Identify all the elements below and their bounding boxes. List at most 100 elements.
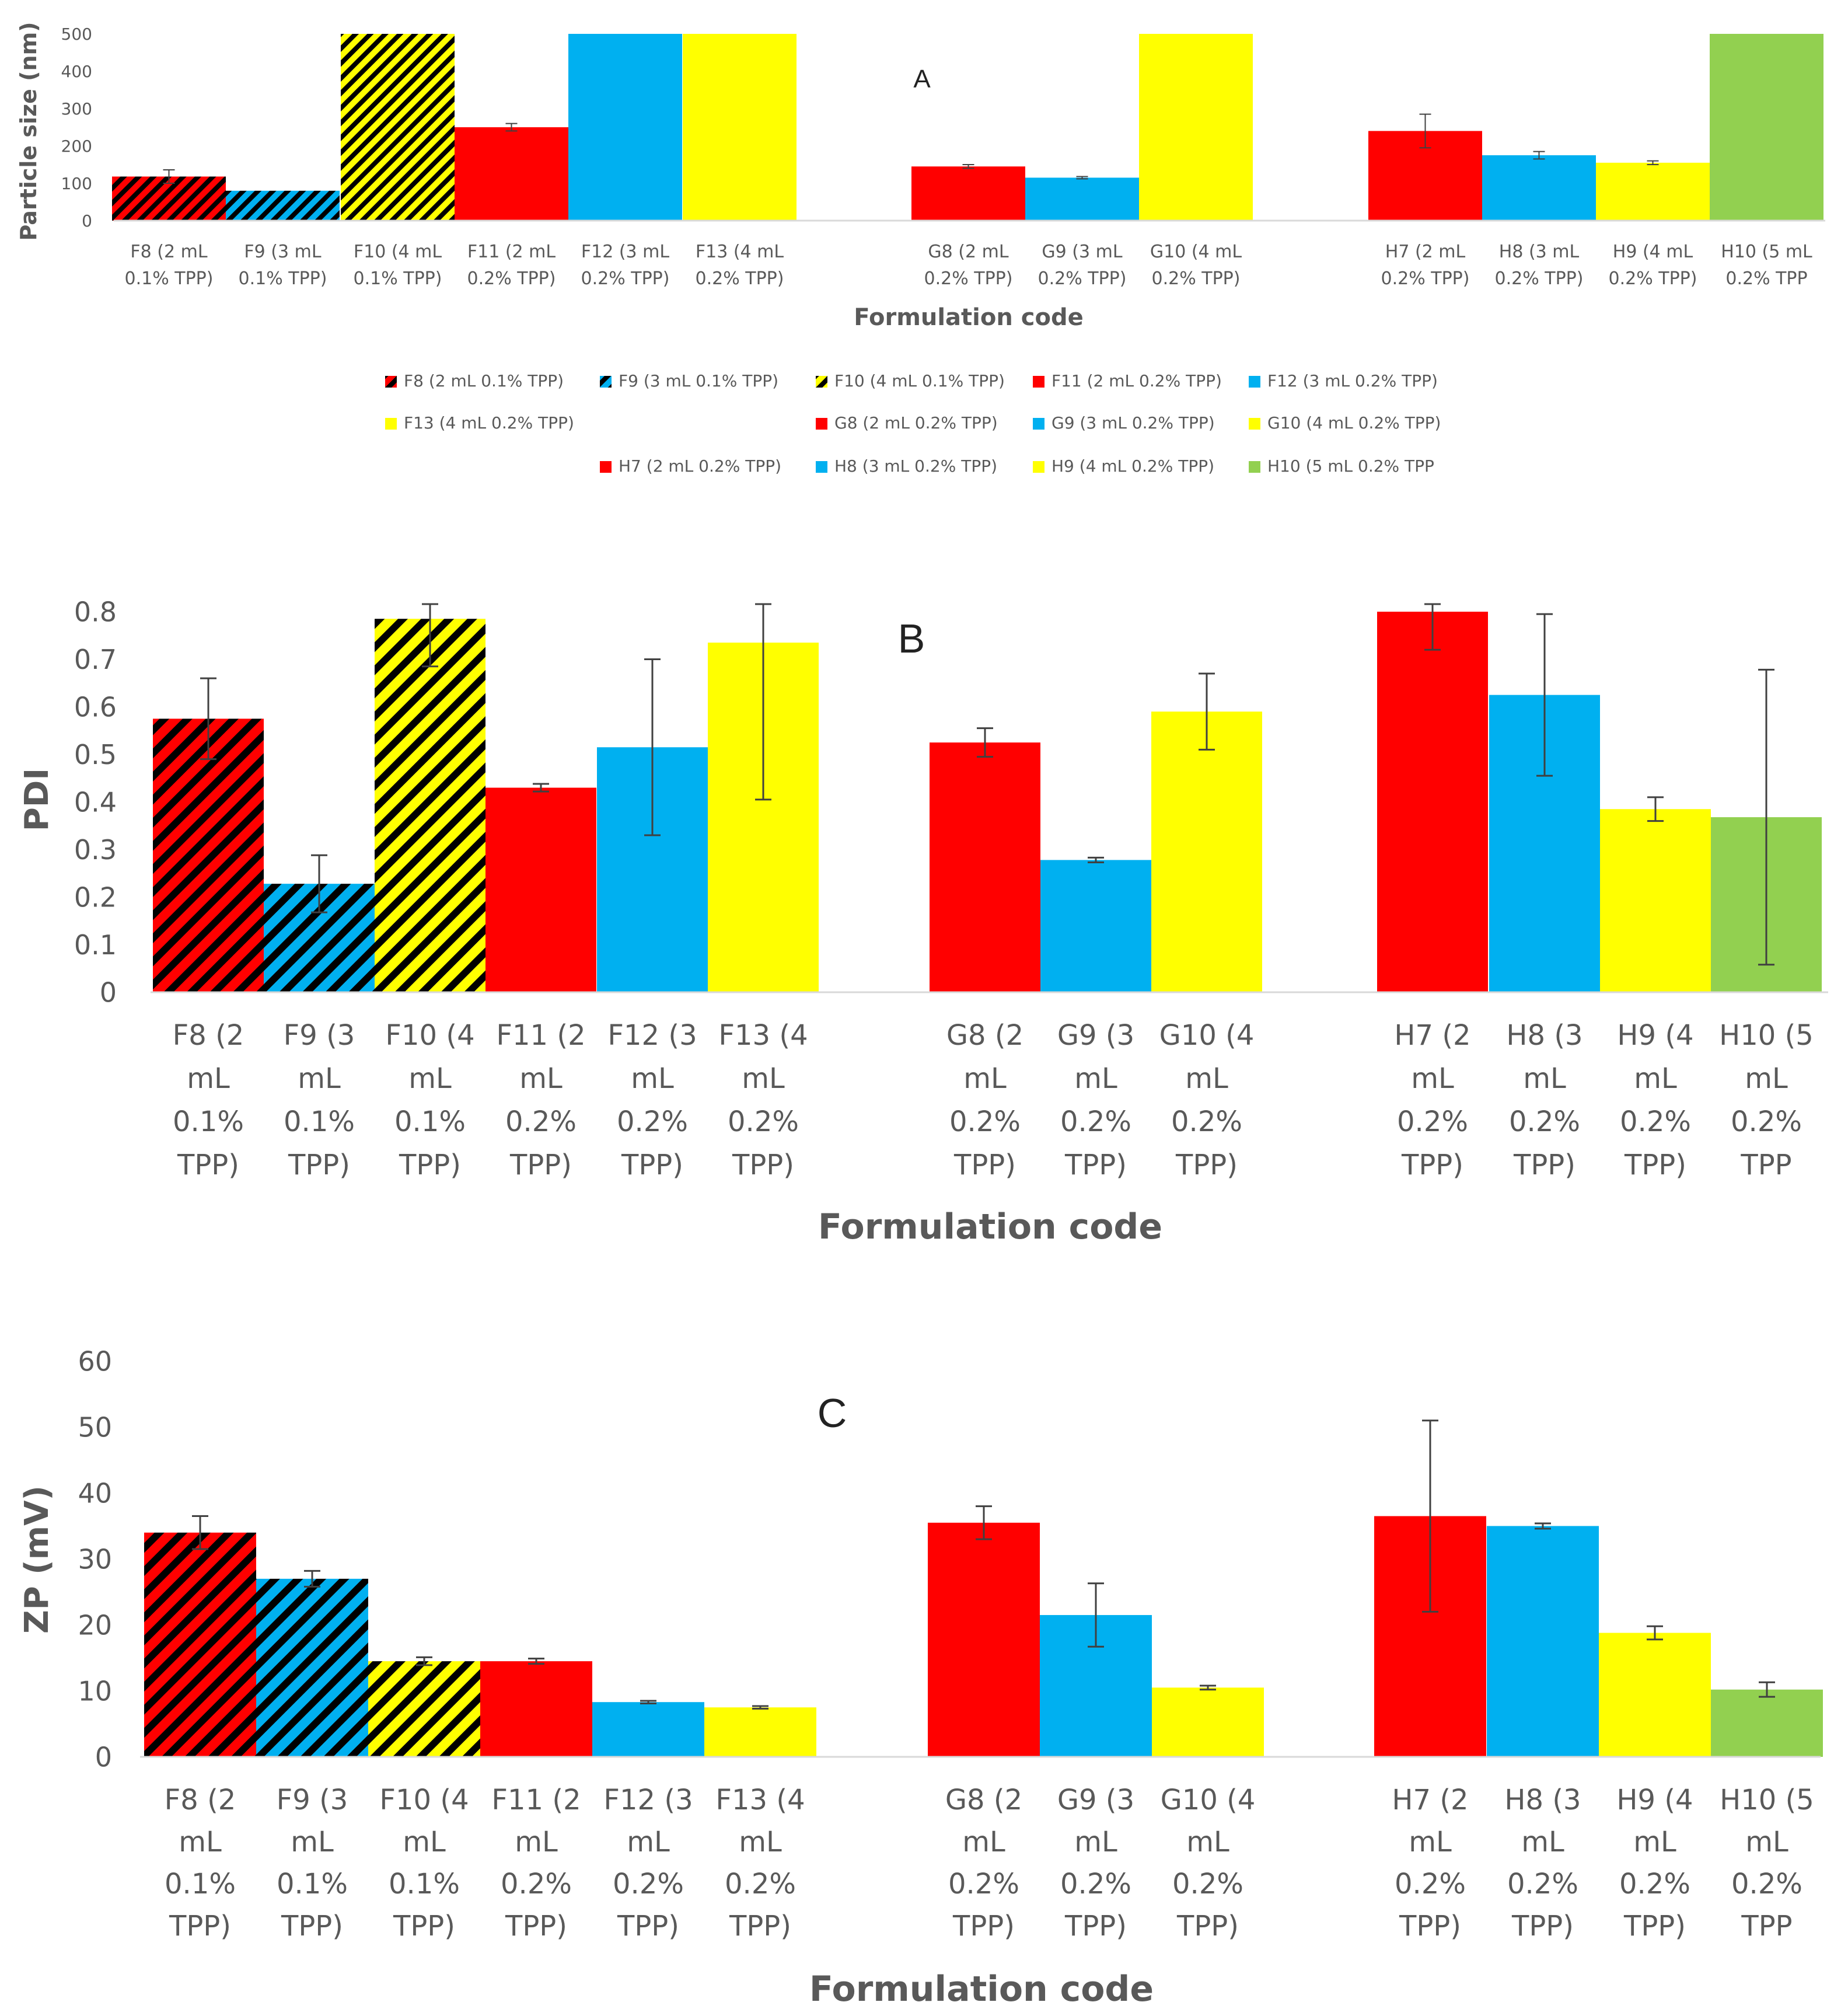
panel-c-y-tick-label: 30 xyxy=(78,1544,112,1575)
legend-swatch xyxy=(385,418,397,430)
legend-item: H7 (2 mL 0.2% TPP) xyxy=(600,456,781,476)
panel-a-x-tick-label: H10 (5 mL 0.2% TPP xyxy=(1721,242,1812,289)
panel-a-bar-f13 xyxy=(683,34,797,221)
panel-b-bar-f8 xyxy=(153,718,264,992)
panel-c-error-bar xyxy=(416,1656,432,1666)
legend-item: G8 (2 mL 0.2% TPP) xyxy=(816,413,998,433)
panel-a-x-tick-label: F8 (2 mL 0.1% TPP) xyxy=(125,242,214,289)
panel-b-error-bar xyxy=(311,854,327,913)
panel-b-bar-g9 xyxy=(1040,860,1151,992)
panel-c-x-tick-label: F9 (3 mL 0.1% TPP) xyxy=(277,1784,348,1942)
panel-b-x-tick-label: F9 (3 mL 0.1% TPP) xyxy=(284,1019,355,1181)
panel-b-error-bar xyxy=(1758,668,1774,966)
panel-b-x-tick-label: G9 (3 mL 0.2% TPP) xyxy=(1057,1019,1134,1181)
panel-c-bar-g10 xyxy=(1152,1687,1264,1757)
panel-c-y-tick-label: 50 xyxy=(78,1412,112,1443)
panel-c-bar-h8 xyxy=(1487,1526,1599,1757)
legend-label: F8 (2 mL 0.1% TPP) xyxy=(404,371,564,390)
panel-c-y-tick-label: 60 xyxy=(78,1346,112,1377)
panel-c-y-tick-label: 40 xyxy=(78,1478,112,1509)
panel-a-bar-g10 xyxy=(1139,34,1253,221)
panel-c-x-tick-label: H7 (2 mL 0.2% TPP) xyxy=(1392,1784,1468,1942)
legend-swatch xyxy=(385,376,397,388)
legend-item: F12 (3 mL 0.2% TPP) xyxy=(1249,371,1438,390)
panel-a-particle-size-chart: A Particle size (nm) Formulation code 0 1… xyxy=(16,22,1825,331)
panel-c-y-axis-title: ZP (mV) xyxy=(18,1485,56,1634)
legend-label: F13 (4 mL 0.2% TPP) xyxy=(404,413,574,433)
panel-c-x-tick-label: H10 (5 mL 0.2% TPP xyxy=(1720,1784,1814,1942)
legend-swatch xyxy=(816,376,827,388)
legend: F8 (2 mL 0.1% TPP) F9 (3 mL 0.1% TPP) F10 … xyxy=(385,371,1441,476)
legend-swatch xyxy=(1249,461,1260,473)
legend-label: H10 (5 mL 0.2% TPP xyxy=(1267,456,1434,476)
legend-label: H9 (4 mL 0.2% TPP) xyxy=(1051,456,1214,476)
panel-b-bar-f11 xyxy=(485,787,596,992)
panel-a-error-bar xyxy=(505,123,518,132)
panel-c-bar-f12 xyxy=(592,1702,704,1757)
panel-a-x-tick-label: G8 (2 mL 0.2% TPP) xyxy=(924,242,1013,289)
panel-b-x-tick-label: H7 (2 mL 0.2% TPP) xyxy=(1394,1019,1470,1181)
panel-a-y-tick-label: 300 xyxy=(61,99,92,118)
panel-c-x-axis-title: Formulation code xyxy=(809,1969,1154,2010)
panel-b-bar-g10 xyxy=(1151,711,1262,992)
panel-a-bar-h10 xyxy=(1710,34,1823,221)
panel-a-x-axis-title: Formulation code xyxy=(854,304,1083,331)
panel-a-x-tick-label: F10 (4 mL 0.1% TPP) xyxy=(354,242,442,289)
panel-a-bar-f8 xyxy=(112,176,226,221)
panel-b-x-tick-label: F10 (4 mL 0.1% TPP) xyxy=(385,1019,474,1181)
legend-label: H7 (2 mL 0.2% TPP) xyxy=(619,456,781,476)
legend-item: F9 (3 mL 0.1% TPP) xyxy=(600,371,778,390)
legend-swatch xyxy=(600,461,612,473)
legend-item: F11 (2 mL 0.2% TPP) xyxy=(1033,371,1222,390)
panel-a-error-bar xyxy=(163,169,175,184)
legend-swatch xyxy=(1249,376,1260,388)
legend-swatch xyxy=(1033,376,1044,388)
panel-a-x-tick-label: G9 (3 mL 0.2% TPP) xyxy=(1038,242,1127,289)
panel-a-x-tick-label: H9 (4 mL 0.2% TPP) xyxy=(1609,242,1697,289)
panel-a-y-tick-label: 500 xyxy=(61,25,92,44)
panel-c-bar-g8 xyxy=(928,1522,1040,1757)
panel-c-bar-f11 xyxy=(480,1661,592,1757)
panel-c-error-bar xyxy=(1422,1419,1438,1613)
panel-a-letter: A xyxy=(913,65,931,93)
panel-c-error-bar xyxy=(976,1505,992,1540)
panel-a-y-tick-label: 200 xyxy=(61,137,92,156)
panel-b-error-bar xyxy=(977,727,993,758)
panel-c-x-tick-label: G10 (4 mL 0.2% TPP) xyxy=(1161,1784,1256,1942)
panel-c-y-tick-label: 10 xyxy=(78,1676,112,1707)
panel-c-zeta-potential-chart: C ZP (mV) Formulation code 0 10 20 30 40 50 60… xyxy=(18,1346,1823,2010)
panel-b-error-bar xyxy=(1424,603,1441,651)
panel-b-x-tick-label: F12 (3 mL 0.2% TPP) xyxy=(607,1019,697,1181)
panel-b-x-tick-label: F13 (4 mL 0.2% TPP) xyxy=(718,1019,808,1181)
panel-b-x-axis-title: Formulation code xyxy=(818,1206,1162,1247)
panel-c-x-tick-label: F10 (4 mL 0.1% TPP) xyxy=(379,1784,469,1942)
panel-b-y-tick-label: 0.3 xyxy=(74,834,117,866)
panel-b-error-bar xyxy=(200,677,216,761)
legend-swatch xyxy=(816,461,827,473)
panel-c-x-tick-label: F8 (2 mL 0.1% TPP) xyxy=(165,1784,236,1942)
legend-item: H8 (3 mL 0.2% TPP) xyxy=(816,456,997,476)
panel-c-x-tick-label: F12 (3 mL 0.2% TPP) xyxy=(603,1784,693,1942)
panel-b-bar-g8 xyxy=(930,742,1040,992)
panel-b-error-bar xyxy=(422,603,438,668)
panel-c-x-tick-label: G8 (2 mL 0.2% TPP) xyxy=(945,1784,1022,1942)
panel-b-y-tick-label: 0.5 xyxy=(74,739,117,770)
panel-b-y-tick-label: 0.4 xyxy=(74,787,117,818)
legend-label: F12 (3 mL 0.2% TPP) xyxy=(1267,371,1438,390)
panel-b-error-bar xyxy=(533,783,549,793)
panel-a-x-tick-label: F12 (3 mL 0.2% TPP) xyxy=(581,242,670,289)
legend-item: H10 (5 mL 0.2% TPP xyxy=(1249,456,1434,476)
panel-b-letter: B xyxy=(898,616,925,661)
legend-swatch xyxy=(600,376,612,388)
panel-a-error-bar xyxy=(1647,160,1659,165)
panel-b-error-bar xyxy=(1647,796,1664,822)
panel-c-x-tick-label: F11 (2 mL 0.2% TPP) xyxy=(491,1784,581,1942)
panel-b-y-tick-label: 0.8 xyxy=(74,597,117,628)
panel-a-x-tick-label: H8 (3 mL 0.2% TPP) xyxy=(1495,242,1584,289)
panel-b-y-tick-label: 0.6 xyxy=(74,692,117,723)
panel-b-x-tick-label: H8 (3 mL 0.2% TPP) xyxy=(1506,1019,1582,1181)
panel-b-x-tick-label: G10 (4 mL 0.2% TPP) xyxy=(1159,1019,1255,1181)
panel-a-bar-f12 xyxy=(568,34,682,221)
legend-item: F8 (2 mL 0.1% TPP) xyxy=(385,371,564,390)
panel-a-x-tick-label: H7 (2 mL 0.2% TPP) xyxy=(1381,242,1470,289)
